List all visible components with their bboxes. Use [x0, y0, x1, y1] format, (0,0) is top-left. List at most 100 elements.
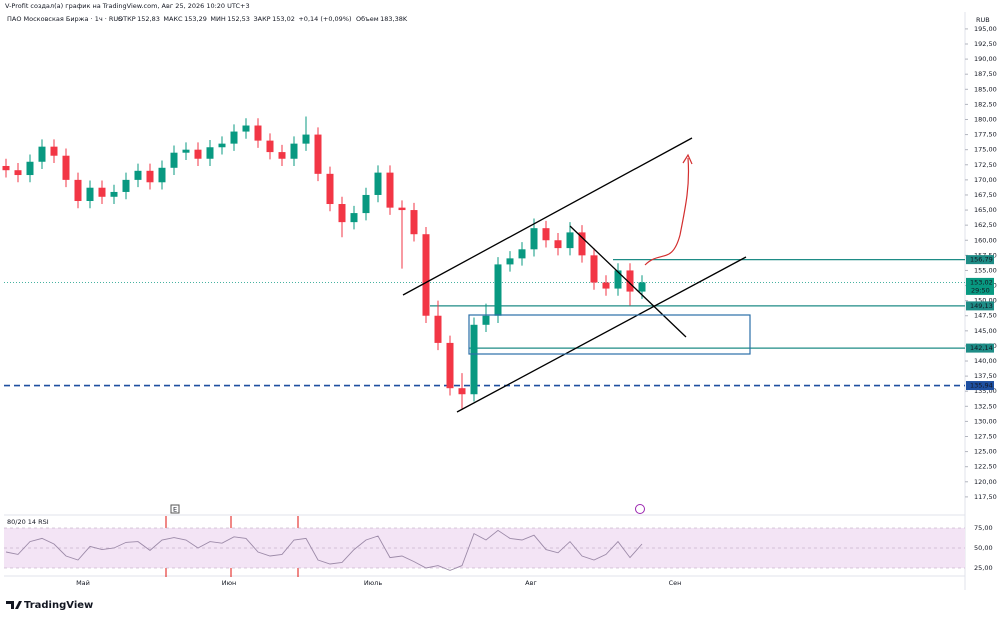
candle-body	[638, 282, 646, 292]
rsi-line	[5, 529, 643, 571]
volume-label: Объем	[356, 15, 379, 23]
symbol: ПАО Московская Биржа · 1ч · RUS	[7, 15, 122, 23]
candle-body	[566, 232, 574, 249]
y-tick-label: 167,50	[974, 191, 997, 199]
candle-body	[182, 149, 190, 153]
candle-body	[86, 187, 94, 202]
level-tag	[966, 255, 994, 265]
arrow-head	[682, 153, 693, 165]
zone-box	[468, 314, 751, 355]
candle-body	[314, 134, 322, 174]
candle-body	[194, 149, 202, 159]
candle-body	[134, 170, 142, 180]
candle-body	[458, 388, 466, 395]
x-tick-label: Июль	[364, 579, 382, 587]
trend-line	[569, 225, 687, 338]
candle-body	[74, 179, 82, 202]
x-tick-label: Авг	[525, 579, 537, 587]
change: +0,14 (+0,09%)	[298, 15, 351, 23]
candle-body	[530, 228, 538, 250]
y-tick-label: 147,50	[974, 312, 997, 320]
candle-body	[14, 170, 22, 176]
y-tick-label: 192,50	[974, 40, 997, 48]
candle-body	[494, 264, 502, 316]
event-marker[interactable]	[635, 504, 645, 514]
y-tick-label: 170,00	[974, 176, 997, 184]
y-tick-label: 180,00	[974, 115, 997, 123]
brand: TradingView	[24, 600, 93, 611]
y-tick-label: 162,50	[974, 221, 997, 229]
brand-logo: TradingView	[6, 600, 93, 611]
candle-body	[206, 147, 214, 159]
y-tick-label: 165,00	[974, 206, 997, 214]
rsi-tick-label: 75,00	[974, 524, 993, 532]
candle-body	[302, 134, 310, 144]
candle-body	[554, 240, 562, 249]
x-tick-label: Июн	[222, 579, 237, 587]
y-tick-label: 187,50	[974, 70, 997, 78]
y-tick-label: 122,50	[974, 463, 997, 471]
candle-body	[122, 179, 130, 192]
candle-body	[590, 255, 598, 283]
candle-body	[278, 152, 286, 159]
forecast-arrow	[644, 157, 690, 266]
candle-body	[26, 161, 34, 176]
level-tag	[966, 381, 994, 391]
candle-body	[614, 270, 622, 289]
level-tag	[966, 343, 994, 353]
candle-body	[50, 146, 58, 156]
candle-body	[602, 282, 610, 289]
y-tick-label: 125,00	[974, 448, 997, 456]
candle-body	[98, 187, 106, 197]
y-tick-label: 140,00	[974, 357, 997, 365]
candle-body	[338, 204, 346, 223]
candle-body	[158, 167, 166, 183]
candle-body	[446, 342, 454, 389]
candle-body	[146, 170, 154, 183]
rsi-tick-label: 50,00	[974, 544, 993, 552]
y-tick-label: 182,50	[974, 100, 997, 108]
y-tick-label: 150,00	[974, 297, 997, 305]
level-label: 156,79	[970, 256, 993, 264]
candle-body	[422, 234, 430, 316]
y-tick-label: 135,00	[974, 387, 997, 395]
candle-body	[254, 125, 262, 141]
ohlc-value: 152,83	[137, 15, 160, 23]
candle-body	[290, 143, 298, 159]
candle-body	[110, 191, 118, 197]
channel-upper	[402, 137, 693, 296]
candle-body	[434, 315, 442, 343]
last-price-tag	[966, 277, 994, 295]
ohlc-label: ЗАКР	[253, 15, 270, 23]
y-tick-label: 117,50	[974, 493, 997, 501]
candle-body	[386, 172, 394, 208]
y-tick-label: 120,00	[974, 478, 997, 486]
candle-body	[362, 194, 370, 214]
x-tick-label: Сен	[669, 579, 682, 587]
candle-body	[626, 270, 634, 292]
level-tag	[966, 301, 994, 311]
candle-body	[242, 125, 250, 132]
earnings-marker[interactable]	[170, 504, 180, 514]
drawings: E	[165, 137, 751, 577]
currency: RUB	[976, 16, 990, 24]
rsi-tick-label: 25,00	[974, 564, 993, 572]
earnings-marker-label: E	[173, 506, 177, 514]
candle-body	[482, 315, 490, 325]
ohlc-value: 153,29	[184, 15, 207, 23]
candle-body	[38, 146, 46, 162]
candle-body	[518, 249, 526, 259]
level-label: 135,94	[970, 382, 993, 390]
y-tick-label: 137,50	[974, 372, 997, 380]
candle-body	[62, 155, 70, 180]
y-tick-label: 127,50	[974, 433, 997, 441]
logo-icon	[6, 601, 22, 609]
y-tick-label: 195,00	[974, 25, 997, 33]
rsi-title: 80/20 14 RSI	[7, 518, 49, 526]
candle-body	[470, 324, 478, 395]
countdown: 29:50	[971, 286, 990, 294]
candle-body	[506, 258, 514, 265]
x-tick-label: Май	[76, 579, 90, 587]
channel-lower	[456, 256, 747, 413]
